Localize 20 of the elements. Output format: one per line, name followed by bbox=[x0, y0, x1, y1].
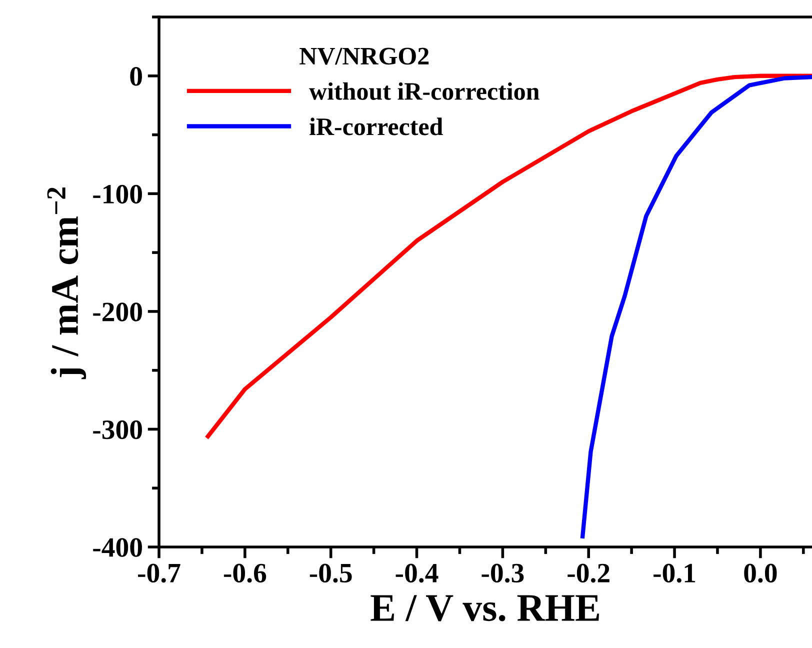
y-axis-title: j / mA cm$^{−2}$ bbox=[47, 188, 86, 380]
x-tick-label: -0.6 bbox=[224, 564, 266, 583]
y-tick-label: -100 bbox=[93, 184, 142, 204]
x-tick-label: -0.3 bbox=[482, 564, 524, 583]
x-tick-label: -0.4 bbox=[396, 564, 438, 583]
line-series bbox=[206, 74, 812, 438]
legend-title: NV/NRGO2 bbox=[300, 48, 429, 65]
x-tick-label: -0.7 bbox=[138, 564, 180, 583]
line-series bbox=[580, 74, 812, 538]
x-tick-label: -0.1 bbox=[654, 564, 696, 583]
legend-label: iR-corrected bbox=[310, 118, 443, 136]
x-tick-label: 0.0 bbox=[744, 564, 777, 583]
x-tick-label: -0.5 bbox=[310, 564, 352, 583]
x-axis-title: E / V vs. RHE bbox=[370, 595, 599, 622]
y-tick-label: 0 bbox=[130, 67, 142, 86]
x-tick-label: -0.2 bbox=[568, 564, 610, 583]
legend-label: without iR-correction bbox=[309, 82, 540, 100]
y-tick-label: -400 bbox=[93, 538, 142, 557]
y-tick-label: -200 bbox=[93, 302, 142, 322]
y-tick-label: -300 bbox=[93, 420, 142, 440]
